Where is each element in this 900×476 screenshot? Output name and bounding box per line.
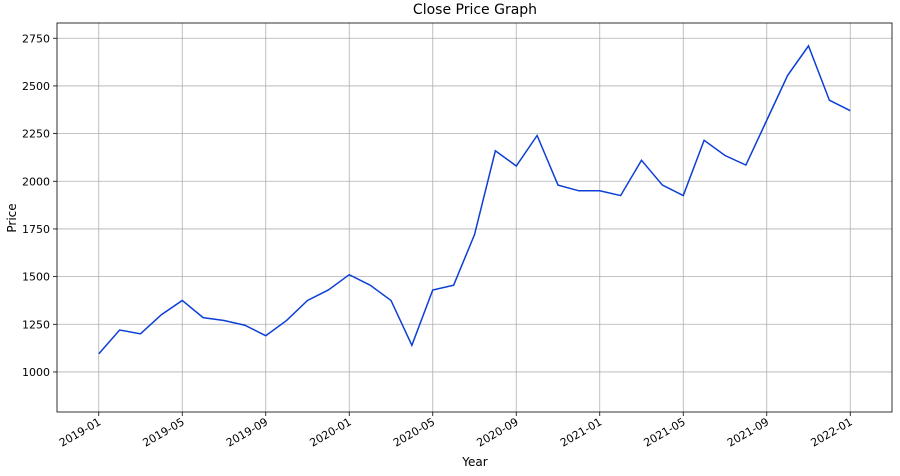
y-axis-label: Price <box>5 203 19 232</box>
x-tick-label: 2021-09 <box>725 415 771 449</box>
x-tick-label: 2021-05 <box>641 415 687 449</box>
chart-title: Close Price Graph <box>413 2 537 18</box>
y-tick-label: 2250 <box>22 128 50 141</box>
x-axis-label: Year <box>461 455 487 469</box>
plot-frame <box>56 22 893 413</box>
y-tick-label: 2500 <box>22 80 50 93</box>
x-tick-label: 2019-09 <box>224 415 270 449</box>
y-tick-label: 1750 <box>22 223 50 236</box>
y-tick-label: 1500 <box>22 271 50 284</box>
x-tick-label: 2020-01 <box>307 415 353 449</box>
x-tick-label: 2019-01 <box>57 415 103 449</box>
x-tick-label: 2019-05 <box>140 415 186 449</box>
x-tick-label: 2022-01 <box>808 415 854 449</box>
y-tick-label: 2000 <box>22 175 50 188</box>
y-tick-label: 2750 <box>22 32 50 45</box>
y-tick-label: 1000 <box>22 366 50 379</box>
y-tick-label: 1250 <box>22 318 50 331</box>
x-tick-label: 2021-01 <box>558 415 604 449</box>
price-line <box>98 44 851 355</box>
x-tick-label: 2020-09 <box>474 415 520 449</box>
x-tick-label: 2020-05 <box>391 415 437 449</box>
